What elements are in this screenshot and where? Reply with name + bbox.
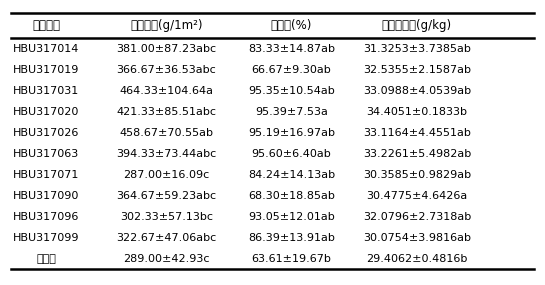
Text: 366.67±36.53abc: 366.67±36.53abc <box>116 65 216 75</box>
Text: 84.24±14.13ab: 84.24±14.13ab <box>248 170 335 180</box>
Text: 68.30±18.85ab: 68.30±18.85ab <box>248 191 335 201</box>
Text: 322.67±47.06abc: 322.67±47.06abc <box>116 233 216 243</box>
Text: 植物氮含量(g/kg): 植物氮含量(g/kg) <box>382 19 452 32</box>
Text: 364.67±59.23abc: 364.67±59.23abc <box>116 191 216 201</box>
Text: 289.00±42.93c: 289.00±42.93c <box>123 254 209 264</box>
Text: HBU317031: HBU317031 <box>13 86 80 96</box>
Text: 33.2261±5.4982ab: 33.2261±5.4982ab <box>363 149 471 159</box>
Text: HBU317026: HBU317026 <box>13 128 80 138</box>
Text: 381.00±87.23abc: 381.00±87.23abc <box>116 44 216 54</box>
Text: 95.19±16.97ab: 95.19±16.97ab <box>248 128 335 138</box>
Text: HBU317063: HBU317063 <box>13 149 80 159</box>
Text: 95.35±10.54ab: 95.35±10.54ab <box>248 86 335 96</box>
Text: HBU317096: HBU317096 <box>13 212 80 222</box>
Text: 30.3585±0.9829ab: 30.3585±0.9829ab <box>363 170 471 180</box>
Text: 95.60±6.40ab: 95.60±6.40ab <box>252 149 331 159</box>
Text: 32.5355±2.1587ab: 32.5355±2.1587ab <box>363 65 471 75</box>
Text: 63.61±19.67b: 63.61±19.67b <box>252 254 331 264</box>
Text: 83.33±14.87ab: 83.33±14.87ab <box>248 44 335 54</box>
Text: 34.4051±0.1833b: 34.4051±0.1833b <box>366 107 468 117</box>
Text: 66.67±9.30ab: 66.67±9.30ab <box>252 65 331 75</box>
Text: 30.4775±4.6426a: 30.4775±4.6426a <box>366 191 468 201</box>
Text: 32.0796±2.7318ab: 32.0796±2.7318ab <box>363 212 471 222</box>
Text: 93.05±12.01ab: 93.05±12.01ab <box>248 212 335 222</box>
Text: 287.00±16.09c: 287.00±16.09c <box>123 170 209 180</box>
Text: 421.33±85.51abc: 421.33±85.51abc <box>116 107 216 117</box>
Text: 30.0754±3.9816ab: 30.0754±3.9816ab <box>363 233 471 243</box>
Text: 菌株编号: 菌株编号 <box>32 19 60 32</box>
Text: HBU317071: HBU317071 <box>13 170 80 180</box>
Text: 植物干重(g/1m²): 植物干重(g/1m²) <box>130 19 203 32</box>
Text: 458.67±70.55ab: 458.67±70.55ab <box>119 128 213 138</box>
Text: HBU317090: HBU317090 <box>13 191 80 201</box>
Text: 33.0988±4.0539ab: 33.0988±4.0539ab <box>363 86 471 96</box>
Text: 33.1164±4.4551ab: 33.1164±4.4551ab <box>363 128 471 138</box>
Text: HBU317020: HBU317020 <box>13 107 80 117</box>
Text: 29.4062±0.4816b: 29.4062±0.4816b <box>366 254 468 264</box>
Text: 86.39±13.91ab: 86.39±13.91ab <box>248 233 335 243</box>
Text: 464.33±104.64a: 464.33±104.64a <box>119 86 213 96</box>
Text: 结瘤率(%): 结瘤率(%) <box>271 19 312 32</box>
Text: 394.33±73.44abc: 394.33±73.44abc <box>116 149 216 159</box>
Text: 31.3253±3.7385ab: 31.3253±3.7385ab <box>363 44 471 54</box>
Text: 302.33±57.13bc: 302.33±57.13bc <box>120 212 213 222</box>
Text: 对照组: 对照组 <box>37 254 56 264</box>
Text: 95.39±7.53a: 95.39±7.53a <box>255 107 328 117</box>
Text: HBU317019: HBU317019 <box>13 65 80 75</box>
Text: HBU317014: HBU317014 <box>13 44 80 54</box>
Text: HBU317099: HBU317099 <box>13 233 80 243</box>
